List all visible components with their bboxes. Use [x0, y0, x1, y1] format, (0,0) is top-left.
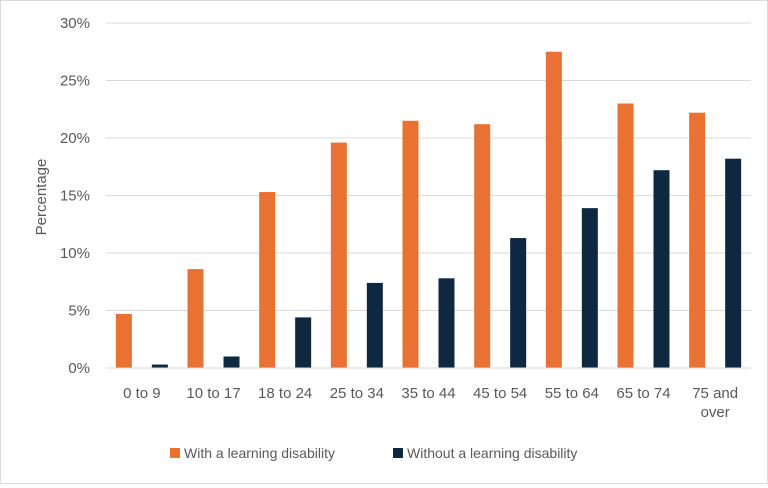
- bar-without-learning-disability: [151, 364, 168, 368]
- y-tick-label: 5%: [68, 303, 90, 320]
- x-tick-label: 0 to 9: [123, 385, 161, 402]
- bar-without-learning-disability: [223, 356, 240, 368]
- x-tick-label: 45 to 54: [473, 385, 527, 402]
- bars: [115, 51, 742, 368]
- y-tick-label: 30%: [60, 15, 90, 32]
- bar-with-learning-disability: [474, 124, 491, 368]
- bar-without-learning-disability: [295, 317, 312, 368]
- bar-without-learning-disability: [510, 238, 527, 368]
- axes: 0% 5% 10% 15% 20% 25% 30% 0 to 9 10 to 17 18 to 2…: [60, 15, 751, 421]
- bar-without-learning-disability: [725, 158, 742, 368]
- x-tick-label: 75 and over: [692, 385, 738, 421]
- bar-without-learning-disability: [438, 278, 455, 368]
- x-tick-label: 35 to 44: [401, 385, 455, 402]
- x-tick-label: 10 to 17: [186, 385, 240, 402]
- bar-without-learning-disability: [366, 282, 383, 368]
- gridlines: [106, 22, 751, 311]
- x-tick-label: 18 to 24: [258, 385, 312, 402]
- legend-swatch-without: [393, 448, 403, 458]
- legend-swatch-with: [170, 448, 180, 458]
- y-tick-label: 10%: [60, 245, 90, 262]
- legend: With a learning disability Without a lea…: [170, 445, 577, 461]
- legend-label-without: Without a learning disability: [407, 445, 577, 461]
- y-tick-label: 0%: [68, 360, 90, 377]
- bar-with-learning-disability: [330, 142, 347, 368]
- bar-with-learning-disability: [617, 103, 634, 368]
- y-tick-label: 15%: [60, 188, 90, 205]
- x-tick-label: 65 to 74: [616, 385, 670, 402]
- bar-with-learning-disability: [115, 313, 132, 368]
- x-tick-label: 25 to 34: [330, 385, 384, 402]
- bar-with-learning-disability: [689, 112, 706, 368]
- bar-without-learning-disability: [581, 208, 598, 368]
- y-tick-label: 25%: [60, 73, 90, 90]
- bar-without-learning-disability: [653, 170, 670, 368]
- bar-with-learning-disability: [187, 269, 204, 368]
- bar-with-learning-disability: [545, 51, 562, 368]
- bar-with-learning-disability: [259, 192, 276, 368]
- y-axis-title: Percentage: [33, 159, 50, 236]
- x-tick-label: 55 to 64: [545, 385, 599, 402]
- bar-with-learning-disability: [402, 120, 419, 368]
- legend-label-with: With a learning disability: [184, 445, 335, 461]
- y-tick-label: 20%: [60, 130, 90, 147]
